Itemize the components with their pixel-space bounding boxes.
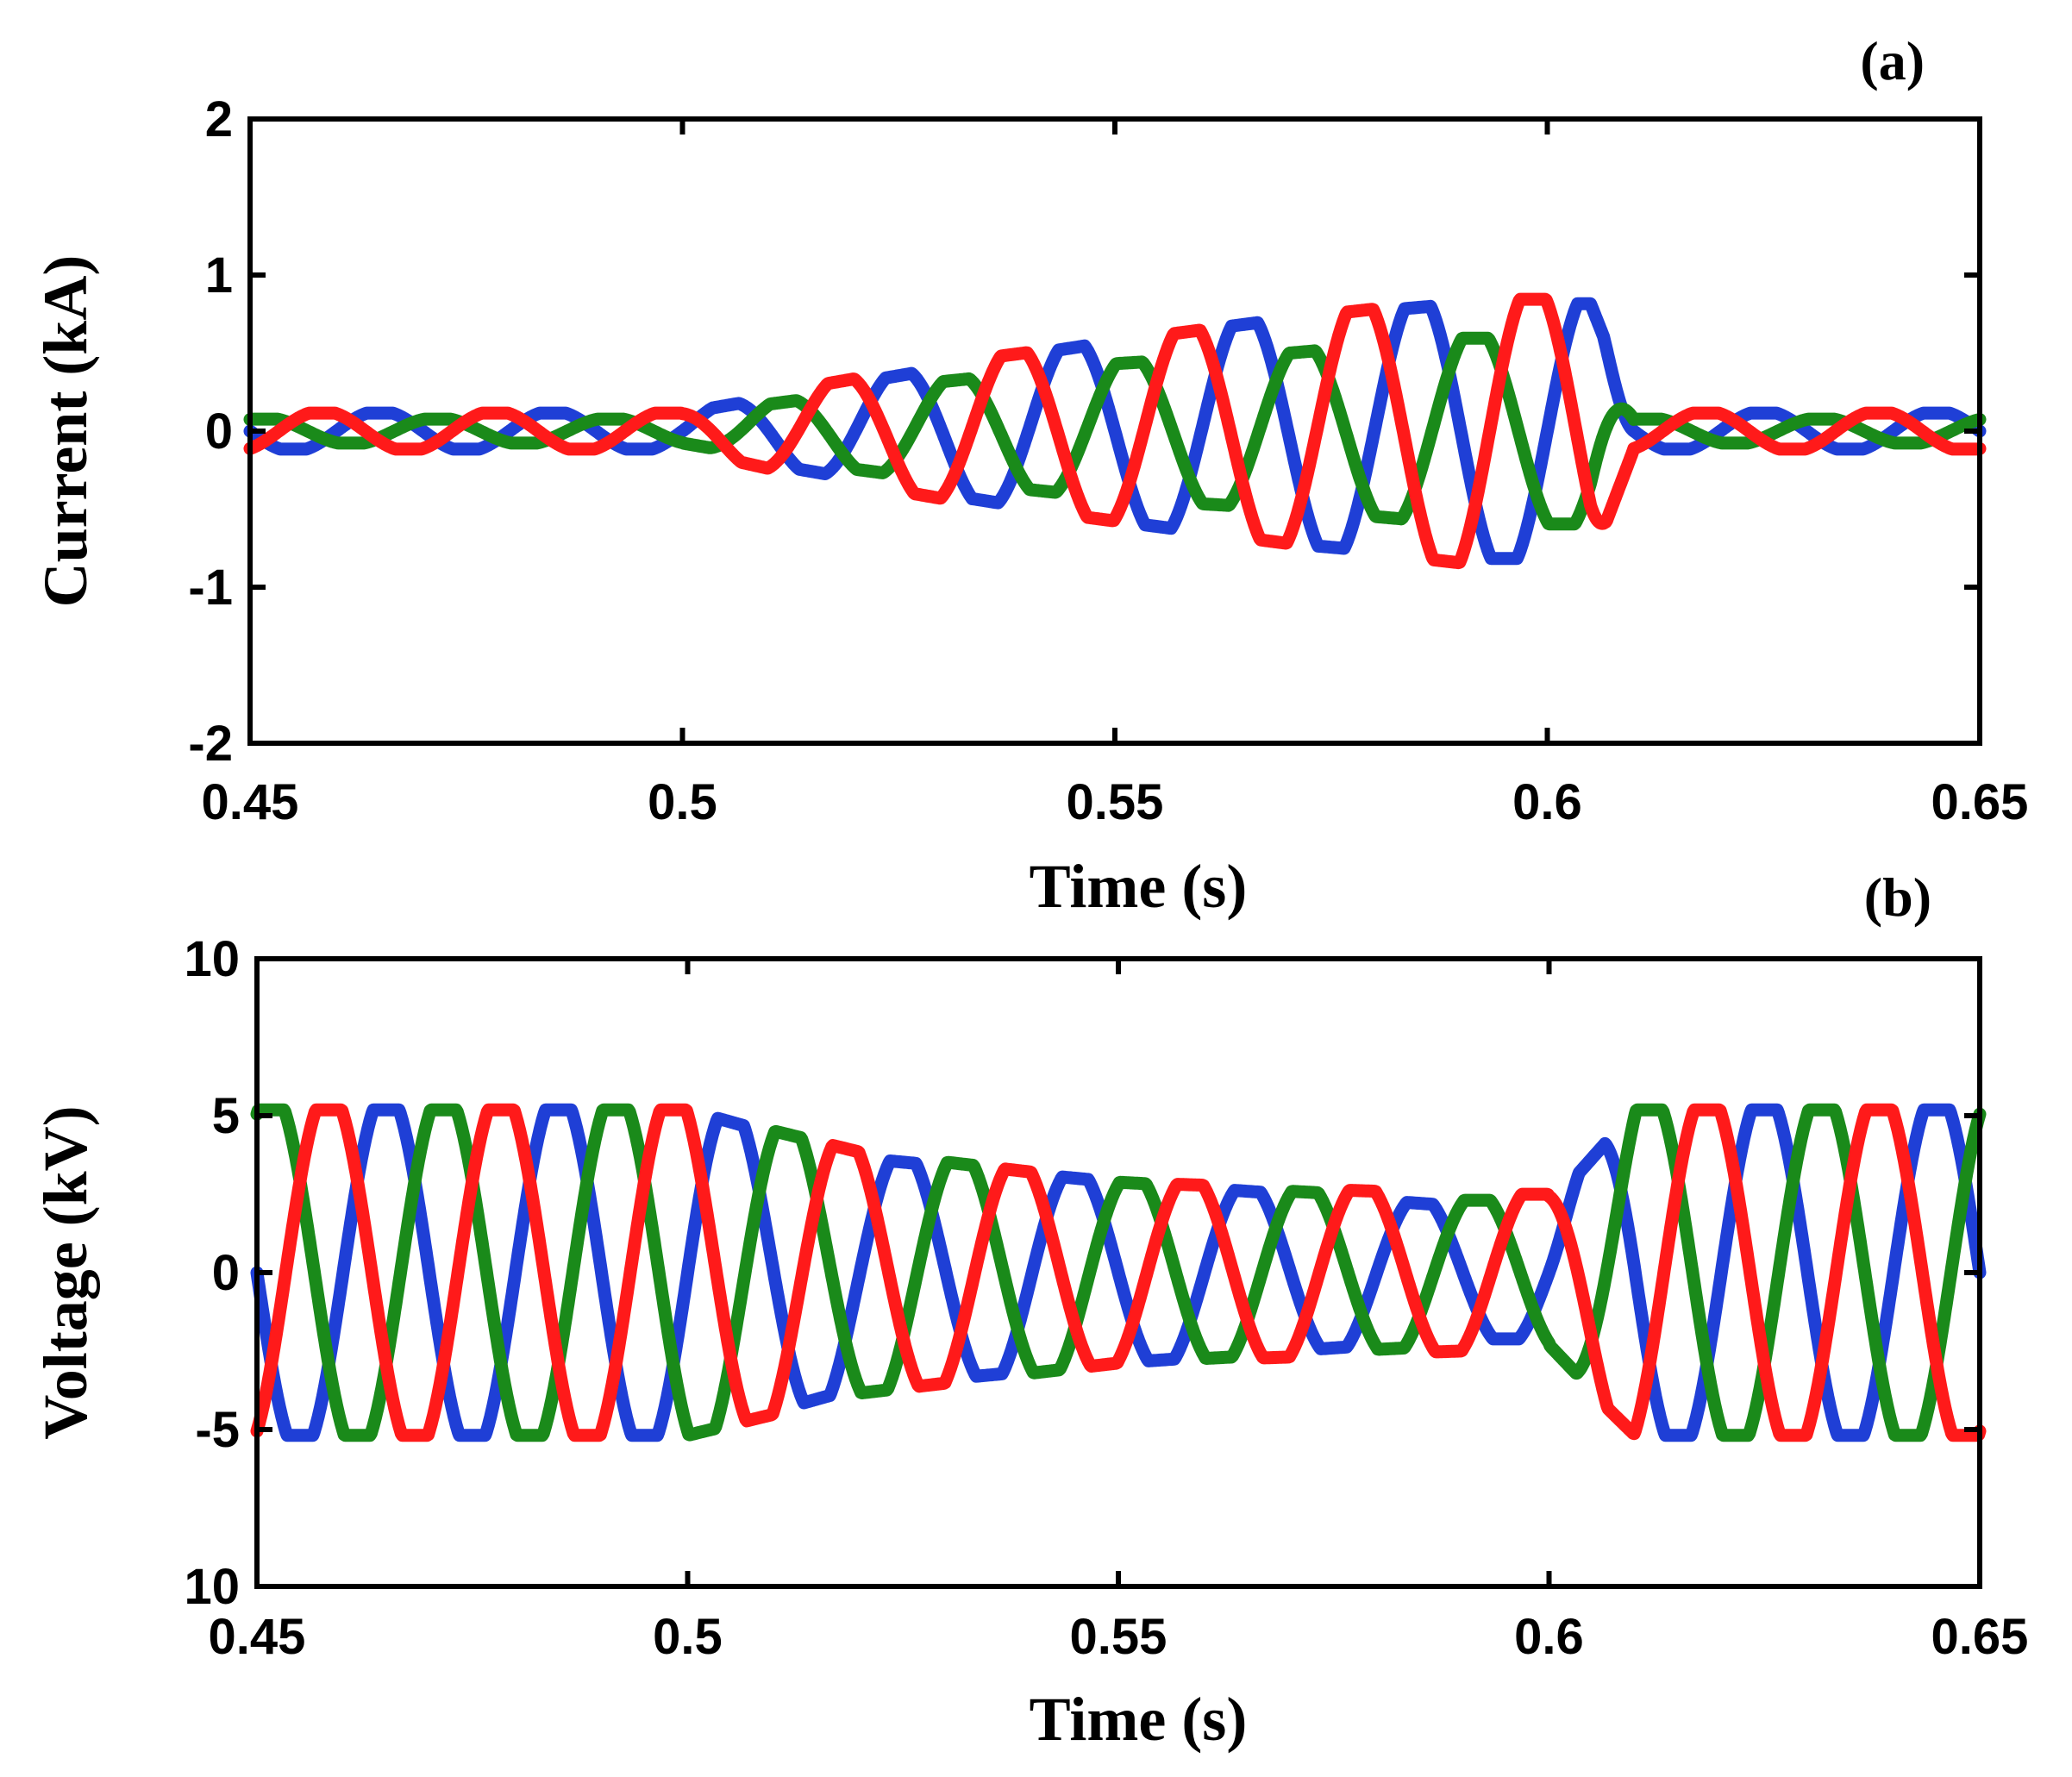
current-y-tick-label: 0	[205, 404, 233, 460]
voltage-x-tick-label: 0.55	[1070, 1609, 1167, 1665]
voltage-x-tick-label: 0.45	[209, 1609, 306, 1665]
voltage-panel-label: (b)	[1864, 867, 1931, 928]
current-ticks	[247, 116, 1982, 746]
voltage-y-axis-title: Voltage (kV)	[31, 1105, 100, 1439]
voltage-y-tick-label: 5	[212, 1088, 240, 1144]
current-panel-label: (a)	[1860, 30, 1925, 91]
voltage-x-axis-title: Time (s)	[1030, 1685, 1248, 1754]
current-y-axis-title: Current (kA)	[31, 255, 100, 608]
current-y-tick-label: -2	[188, 716, 233, 772]
current-series-line-1	[243, 297, 1987, 566]
voltage-ticks	[254, 956, 1982, 1589]
voltage-x-tick-label: 0.65	[1931, 1609, 2029, 1665]
current-x-tick-labels: 0.45 0.5 0.55 0.6 0.65	[202, 774, 2029, 830]
voltage-y-tick-labels: 10 5 0 -5 10	[184, 931, 240, 1615]
voltage-panel: 0.45 0.5 0.55 0.6 0.65 10 5 0 -5 10 Time…	[31, 867, 2028, 1754]
voltage-x-tick-labels: 0.45 0.5 0.55 0.6 0.65	[209, 1609, 2029, 1665]
current-panel: 0.45 0.5 0.55 0.6 0.65 2 1 0 -1 -2 Time …	[31, 30, 2028, 921]
current-x-tick-label: 0.6	[1512, 774, 1582, 830]
current-y-tick-labels: 2 1 0 -1 -2	[188, 91, 233, 772]
current-series-line-3	[243, 292, 1987, 570]
voltage-x-tick-label: 0.5	[653, 1609, 723, 1665]
current-y-tick-label: 1	[205, 247, 233, 303]
current-y-tick-label: -1	[188, 560, 233, 616]
current-series-line-2	[243, 331, 1987, 531]
voltage-series-line-1	[250, 1103, 1987, 1442]
voltage-x-tick-label: 0.6	[1514, 1609, 1584, 1665]
current-x-tick-label: 0.55	[1067, 774, 1164, 830]
current-x-tick-label: 0.5	[648, 774, 717, 830]
voltage-y-tick-label: 10	[184, 1559, 240, 1615]
current-x-tick-label: 0.65	[1931, 774, 2029, 830]
voltage-y-tick-label: 10	[184, 931, 240, 987]
current-y-tick-label: 2	[205, 91, 233, 147]
current-x-tick-label: 0.45	[202, 774, 299, 830]
voltage-y-tick-label: -5	[195, 1402, 240, 1458]
current-x-axis-title: Time (s)	[1030, 852, 1248, 921]
voltage-series-layer	[250, 1103, 1987, 1442]
voltage-series-line-3	[250, 1103, 1987, 1442]
voltage-series-line-2	[250, 1103, 1987, 1442]
voltage-y-tick-label: 0	[212, 1245, 240, 1301]
current-series-layer	[243, 292, 1987, 570]
